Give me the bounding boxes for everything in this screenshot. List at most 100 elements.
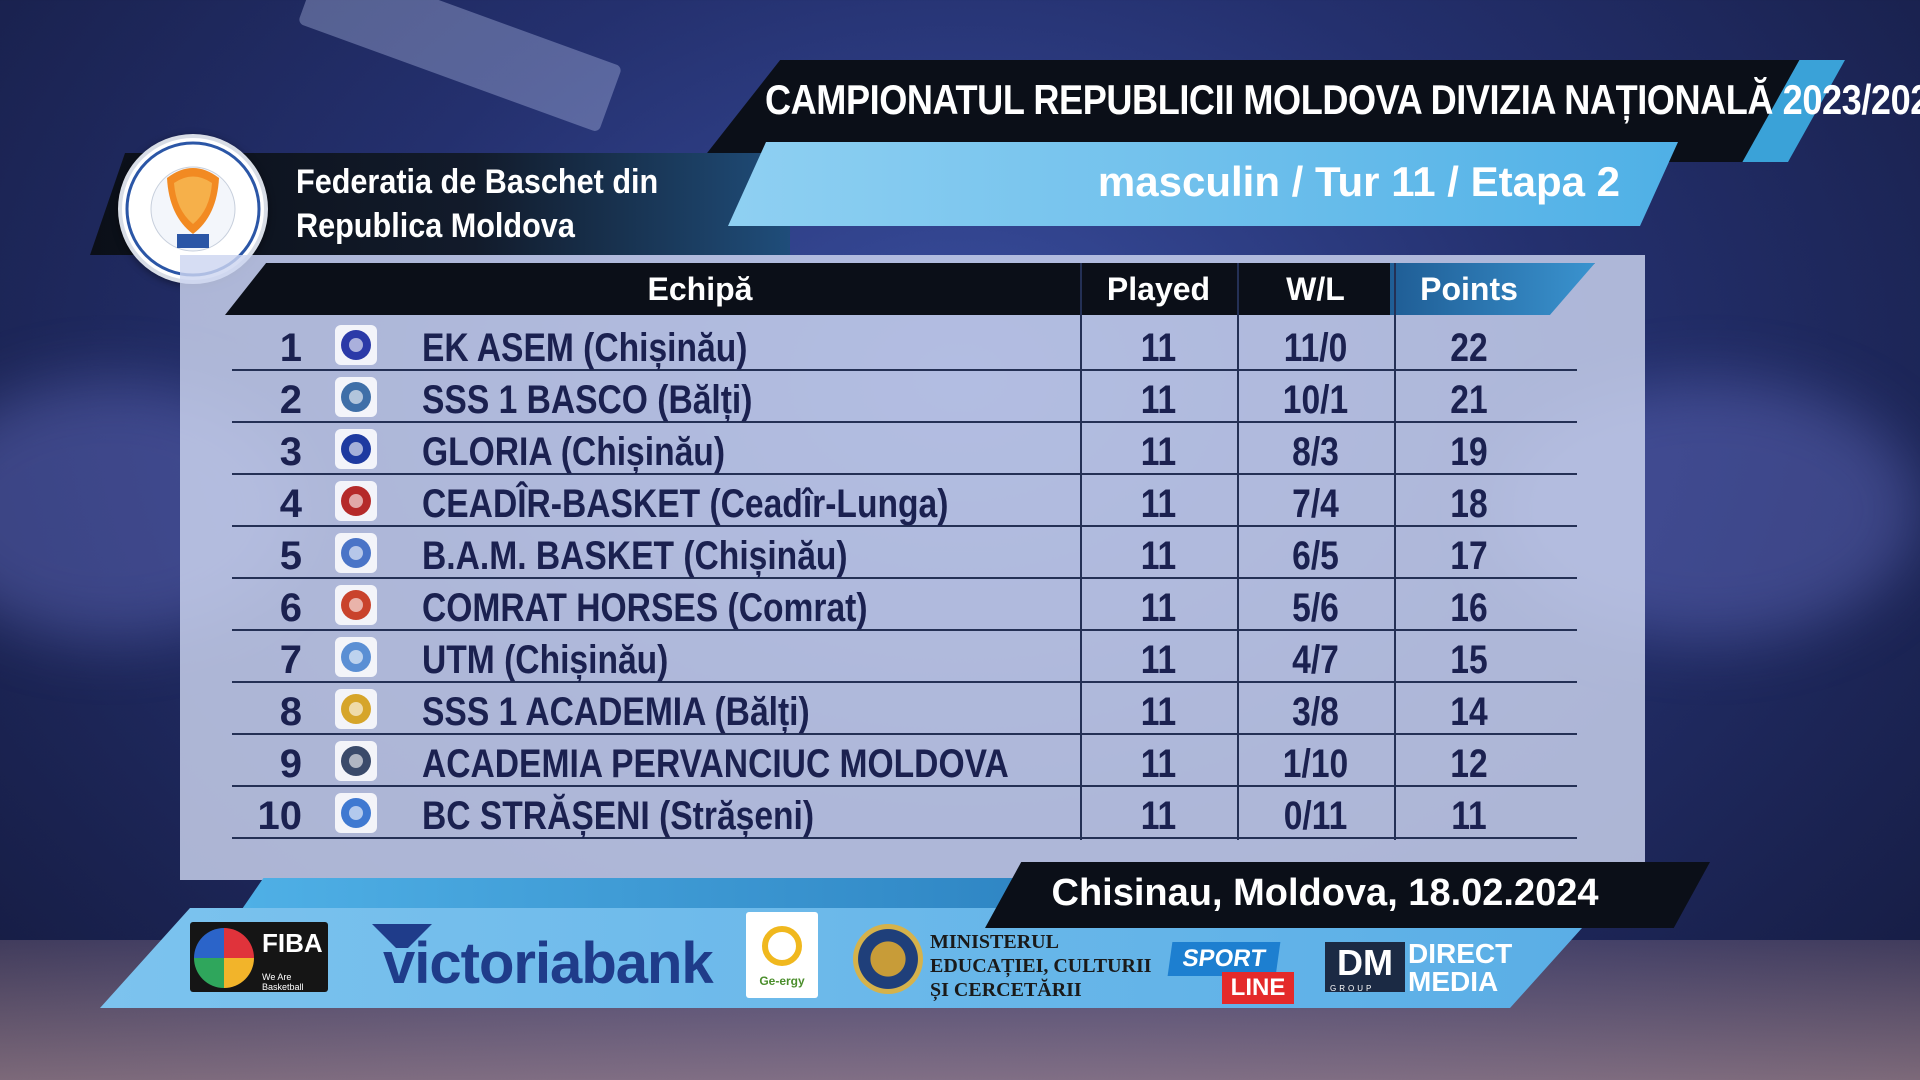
points-cell: 21 (1450, 378, 1488, 422)
team-name-cell: EK ASEM (Chișinău) (422, 326, 748, 370)
team-name-cell: SSS 1 ACADEMIA (Bălți) (422, 690, 810, 734)
team-logo-gloria-logo (332, 426, 380, 472)
rank-cell: 3 (279, 430, 302, 474)
wl-cell: 10/1 (1282, 378, 1349, 422)
table-row: 4 CEADÎR-BASKET (Ceadîr-Lunga) 11 7/4 18 (232, 475, 1577, 527)
rank-cell: 4 (279, 482, 302, 526)
played-cell: 11 (1140, 482, 1177, 526)
rank-cell: 9 (279, 742, 302, 786)
wl-cell: 11/0 (1283, 326, 1348, 370)
wl-cell: 0/11 (1283, 794, 1348, 838)
federation-name-line2: Republica Moldova (296, 207, 575, 245)
team-name-cell: BC STRĂȘENI (Strășeni) (422, 794, 815, 838)
wl-cell: 4/7 (1292, 638, 1339, 682)
federation-name: Federatia de Baschet din Republica Moldo… (296, 160, 674, 248)
column-header-points: Points (1420, 271, 1518, 307)
footer-accent-bar (240, 878, 1020, 912)
subtitle-banner (728, 142, 1678, 226)
points-cell: 14 (1450, 690, 1488, 734)
wl-cell: 3/8 (1292, 690, 1339, 734)
played-cell: 11 (1140, 794, 1177, 838)
rank-cell: 8 (279, 690, 302, 734)
direct-media-text: DIRECT MEDIA (1408, 938, 1513, 997)
dm-logo: DM (1325, 942, 1405, 992)
column-header-played: Played (1106, 271, 1211, 307)
team-logo-straseni-logo (332, 790, 380, 836)
points-cell: 17 (1450, 534, 1488, 578)
standings-panel (180, 255, 1645, 880)
column-header-wl: W/L (1286, 271, 1345, 307)
team-logo-asem-logo (332, 322, 380, 368)
team-name-cell: UTM (Chișinău) (422, 638, 669, 682)
team-logo-comrat-logo (332, 582, 380, 628)
victoriabank-logo: victoriabank (383, 931, 714, 996)
dm-group-label: GROUP (1330, 984, 1375, 993)
team-name-cell: SSS 1 BASCO (Bălți) (422, 378, 753, 422)
subtitle: masculin / Tur 11 / Etapa 2 (1097, 158, 1620, 205)
column-divider (1080, 263, 1082, 840)
federation-name-line1: Federatia de Baschet din (296, 163, 659, 201)
fiba-tagline: We Are Basketball (262, 972, 304, 992)
points-cell: 22 (1450, 326, 1488, 370)
wl-cell: 5/6 (1292, 586, 1339, 630)
team-logo-bam-logo (332, 530, 380, 576)
table-row: 6 COMRAT HORSES (Comrat) 11 5/6 16 (232, 579, 1577, 631)
played-cell: 11 (1140, 534, 1177, 578)
date-banner (985, 862, 1710, 928)
team-logo-ceadir-logo (332, 478, 380, 524)
team-name-cell: COMRAT HORSES (Comrat) (422, 586, 868, 630)
fiba-wordmark: FIBA (262, 928, 323, 958)
fiba-ball-icon (194, 928, 254, 988)
played-cell: 11 (1140, 690, 1177, 734)
rank-cell: 1 (279, 326, 302, 370)
background-sign (297, 0, 623, 133)
sportline-top: SPORT (1167, 942, 1281, 976)
wl-cell: 7/4 (1292, 482, 1339, 526)
energy-logo: Ge-ergy (746, 912, 818, 998)
table-row: 2 SSS 1 BASCO (Bălți) 11 10/1 21 (232, 371, 1577, 423)
column-divider (1394, 263, 1396, 840)
team-logo-pervanciuc-logo (332, 738, 380, 784)
sportline-bottom: LINE (1222, 972, 1294, 1004)
points-cell: 12 (1450, 742, 1488, 786)
table-row: 9 ACADEMIA PERVANCIUC MOLDOVA 11 1/10 12 (232, 735, 1577, 787)
points-cell: 15 (1450, 638, 1488, 682)
rank-cell: 10 (257, 794, 303, 838)
played-cell: 11 (1140, 430, 1177, 474)
column-divider (1237, 263, 1239, 840)
played-cell: 11 (1140, 378, 1177, 422)
played-cell: 11 (1140, 586, 1177, 630)
page-title: CAMPIONATUL REPUBLICII MOLDOVA DIVIZIA N… (765, 76, 1920, 123)
team-name-cell: ACADEMIA PERVANCIUC MOLDOVA (422, 742, 1009, 786)
table-row: 10 BC STRĂȘENI (Strășeni) 11 0/11 11 (232, 787, 1577, 839)
wl-cell: 6/5 (1292, 534, 1339, 578)
points-cell: 18 (1450, 482, 1488, 526)
date-location: Chisinau, Moldova, 18.02.2024 (1051, 872, 1599, 914)
wl-cell: 1/10 (1282, 742, 1349, 786)
table-row: 5 B.A.M. BASKET (Chișinău) 11 6/5 17 (232, 527, 1577, 579)
team-logo-academia-logo (332, 686, 380, 732)
ministry-logo-text: MINISTERUL EDUCAȚIEI, CULTURII ȘI CERCET… (930, 931, 1152, 1001)
table-row: 8 SSS 1 ACADEMIA (Bălți) 11 3/8 14 (232, 683, 1577, 735)
played-cell: 11 (1140, 638, 1177, 682)
team-name-cell: GLORIA (Chișinău) (422, 430, 726, 474)
team-name-cell: B.A.M. BASKET (Chișinău) (422, 534, 848, 578)
table-row: 3 GLORIA (Chișinău) 11 8/3 19 (232, 423, 1577, 475)
rank-cell: 5 (279, 534, 302, 578)
wl-cell: 8/3 (1292, 430, 1339, 474)
sportline-logo: SPORT LINE (1167, 942, 1294, 1006)
column-header-team: Echipă (647, 271, 753, 307)
table-row: 7 UTM (Chișinău) 11 4/7 15 (232, 631, 1577, 683)
rank-cell: 6 (279, 586, 302, 630)
direct-media-logo-text: DIRECT MEDIA (1408, 940, 1512, 996)
table-row: 1 EK ASEM (Chișinău) 11 11/0 22 (232, 319, 1577, 371)
points-cell: 16 (1450, 586, 1488, 630)
team-logo-basco-logo (332, 374, 380, 420)
rank-cell: 7 (279, 638, 302, 682)
energy-wordmark: Ge-ergy (759, 974, 805, 988)
played-cell: 11 (1140, 742, 1177, 786)
ministry-emblem-icon (853, 924, 923, 994)
energy-bulb-icon (762, 926, 802, 966)
table-header-bar (225, 263, 1595, 315)
rank-cell: 2 (279, 378, 302, 422)
